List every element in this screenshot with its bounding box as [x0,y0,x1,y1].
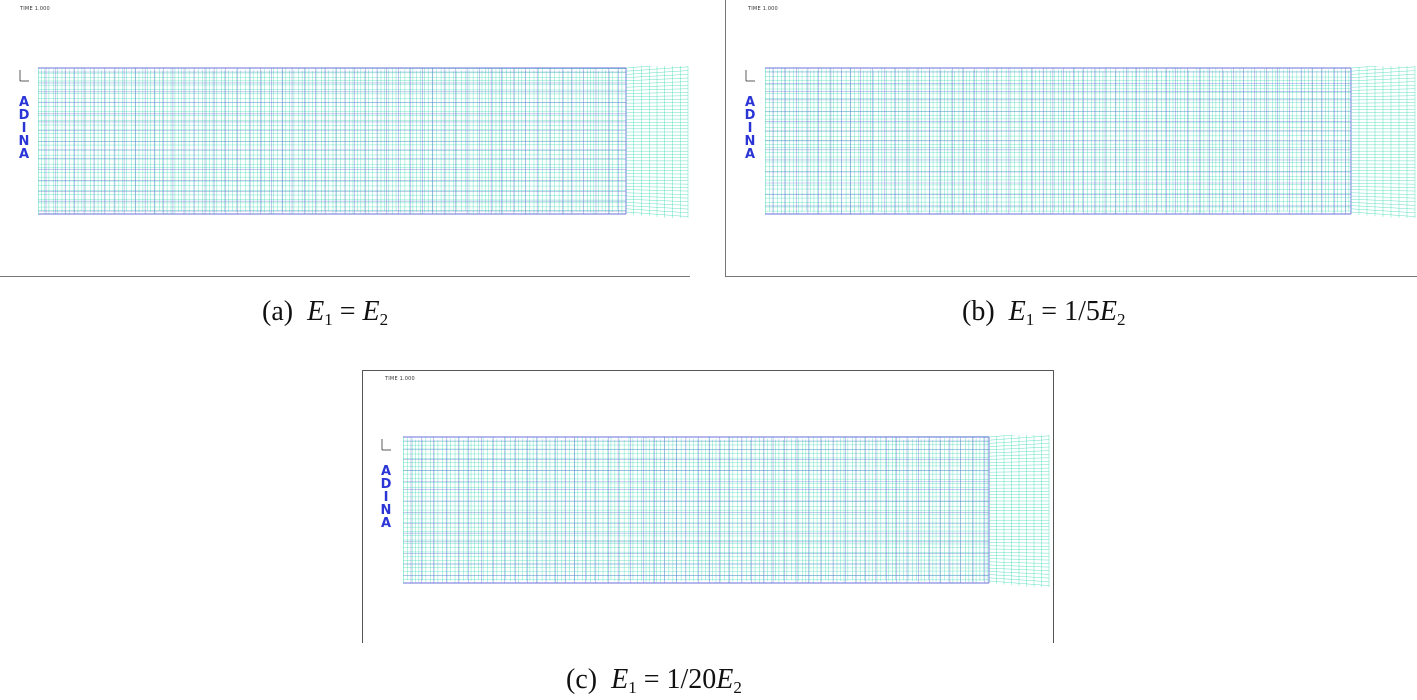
coefficient: 1/20 [666,664,717,695]
equals-sign: = [1041,296,1058,327]
caption-label: (a) [262,296,294,327]
caption-label: (c) [566,664,598,695]
rhs-subscript: 2 [379,310,389,329]
rhs-subscript: 2 [1116,310,1126,329]
adina-logo: ADINA [18,95,30,162]
mesh-plot [403,435,1050,587]
rhs-symbol: E [362,296,380,327]
equals-sign: = [339,296,356,327]
figure-panel-a: TIME 1.000 ADINA [0,0,690,277]
lhs-subscript: 1 [628,678,637,697]
axes-triad-icon [745,70,755,82]
lhs-symbol: E [307,296,325,327]
axes-triad-icon [381,439,391,451]
equals-sign: = [643,664,660,695]
lhs-symbol: E [1008,296,1026,327]
mesh-plot [765,66,1416,218]
coefficient: 1/5 [1064,296,1100,327]
time-label: TIME 1.000 [20,6,50,12]
figure-panel-b: TIME 1.000 ADINA [725,0,1417,277]
rhs-symbol: E [716,664,734,695]
caption-label: (b) [962,296,995,327]
adina-logo: ADINA [744,95,756,162]
caption-b: (b) E1 = 1/5E2 [962,296,1125,330]
axes-triad-icon [19,70,29,82]
mesh-plot [38,66,689,218]
figure-panel-c: TIME 1.000 ADINA [362,370,1054,643]
rhs-symbol: E [1099,296,1117,327]
rhs-subscript: 2 [733,678,742,697]
lhs-subscript: 1 [324,310,333,329]
caption-a: (a) E1 = E2 [262,296,388,330]
lhs-subscript: 1 [1025,310,1035,329]
caption-c: (c) E1 = 1/20E2 [566,664,742,698]
time-label: TIME 1.000 [385,376,415,382]
adina-logo: ADINA [380,464,392,531]
time-label: TIME 1.000 [748,6,778,12]
lhs-symbol: E [611,664,629,695]
